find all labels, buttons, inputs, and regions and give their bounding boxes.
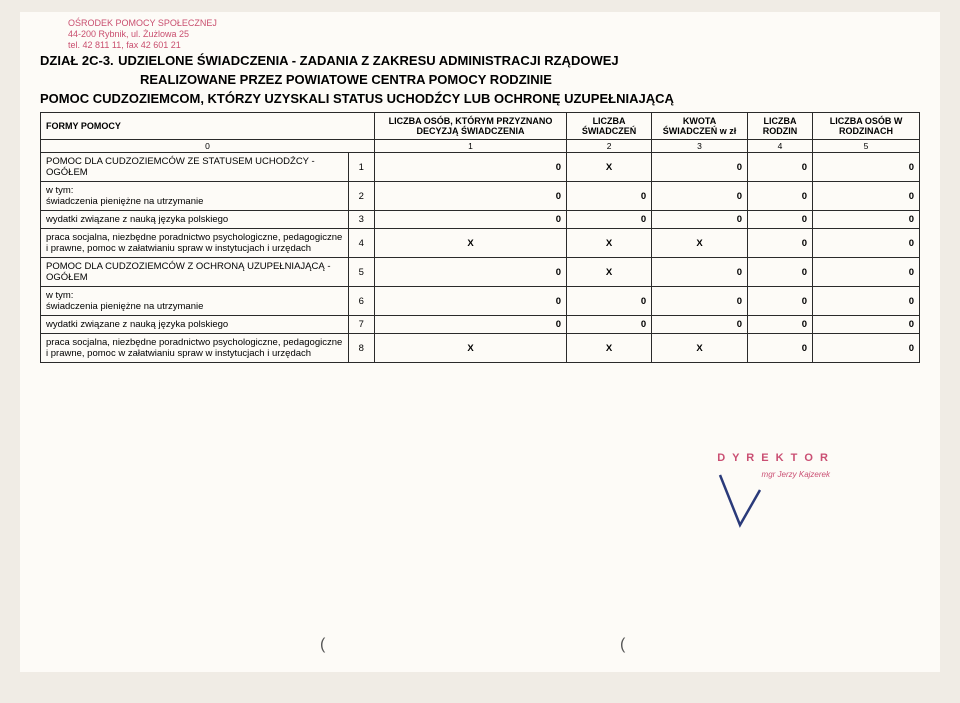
cell: 0 bbox=[567, 287, 652, 316]
header-row: FORMY POMOCY LICZBA OSÓB, KTÓRYM PRZYZNA… bbox=[41, 113, 920, 140]
section-title: UDZIELONE ŚWIADCZENIA - ZADANIA Z ZAKRES… bbox=[118, 53, 619, 68]
cell: 0 bbox=[375, 182, 567, 211]
row-label: w tym: świadczenia pieniężne na utrzyman… bbox=[41, 287, 349, 316]
idx-1: 1 bbox=[375, 140, 567, 153]
cell: 0 bbox=[813, 211, 920, 229]
cell: X bbox=[375, 334, 567, 363]
cell: X bbox=[652, 334, 748, 363]
office-stamp: OŚRODEK POMOCY SPOŁECZNEJ 44-200 Rybnik,… bbox=[68, 18, 920, 50]
table-body: POMOC DLA CUDZOZIEMCÓW ZE STATUSEM UCHOD… bbox=[41, 153, 920, 363]
cell: 0 bbox=[747, 334, 812, 363]
row-label: POMOC DLA CUDZOZIEMCÓW Z OCHRONĄ UZUPEŁN… bbox=[41, 258, 349, 287]
table-row: w tym: świadczenia pieniężne na utrzyman… bbox=[41, 287, 920, 316]
idx-0: 0 bbox=[41, 140, 375, 153]
cell: 0 bbox=[813, 316, 920, 334]
cell: 0 bbox=[652, 287, 748, 316]
row-label: praca socjalna, niezbędne poradnictwo ps… bbox=[41, 334, 349, 363]
col-kwota: KWOTA ŚWIADCZEŃ w zł bbox=[652, 113, 748, 140]
cell: 0 bbox=[813, 182, 920, 211]
cell: X bbox=[567, 258, 652, 287]
subtitle-2: POMOC CUDZOZIEMCOM, KTÓRZY UZYSKALI STAT… bbox=[40, 91, 920, 106]
cell: 0 bbox=[747, 287, 812, 316]
row-num: 6 bbox=[348, 287, 374, 316]
header-block: DZIAŁ 2C-3. UDZIELONE ŚWIADCZENIA - ZADA… bbox=[40, 52, 920, 106]
cell: 0 bbox=[652, 182, 748, 211]
page: OŚRODEK POMOCY SPOŁECZNEJ 44-200 Rybnik,… bbox=[20, 12, 940, 672]
row-label: wydatki związane z nauką języka polskieg… bbox=[41, 211, 349, 229]
row-num: 1 bbox=[348, 153, 374, 182]
table-row: w tym: świadczenia pieniężne na utrzyman… bbox=[41, 182, 920, 211]
col-liczba-osob-rodz: LICZBA OSÓB W RODZINACH bbox=[813, 113, 920, 140]
cell: X bbox=[567, 334, 652, 363]
table-row: praca socjalna, niezbędne poradnictwo ps… bbox=[41, 334, 920, 363]
row-label: w tym: świadczenia pieniężne na utrzyman… bbox=[41, 182, 349, 211]
row-label: praca socjalna, niezbędne poradnictwo ps… bbox=[41, 229, 349, 258]
cell: 0 bbox=[747, 182, 812, 211]
cell: 0 bbox=[375, 153, 567, 182]
cell: 0 bbox=[813, 229, 920, 258]
signature-block: D Y R E K T O R mgr Jerzy Kajzerek bbox=[690, 452, 830, 552]
cell: 0 bbox=[747, 211, 812, 229]
cell: 0 bbox=[813, 334, 920, 363]
cell: 0 bbox=[747, 153, 812, 182]
table-row: wydatki związane z nauką języka polskieg… bbox=[41, 316, 920, 334]
paren-right: ( bbox=[620, 636, 625, 654]
stamp-line3: tel. 42 811 11, fax 42 601 21 bbox=[68, 40, 920, 51]
row-num: 7 bbox=[348, 316, 374, 334]
cell: 0 bbox=[567, 182, 652, 211]
cell: 0 bbox=[375, 316, 567, 334]
cell: 0 bbox=[747, 258, 812, 287]
idx-3: 3 bbox=[652, 140, 748, 153]
col-liczba-swiadczen: LICZBA ŚWIADCZEŃ bbox=[567, 113, 652, 140]
cell: 0 bbox=[652, 153, 748, 182]
cell: X bbox=[567, 153, 652, 182]
col-liczba-rodzin: LICZBA RODZIN bbox=[747, 113, 812, 140]
table-row: POMOC DLA CUDZOZIEMCÓW Z OCHRONĄ UZUPEŁN… bbox=[41, 258, 920, 287]
row-label: POMOC DLA CUDZOZIEMCÓW ZE STATUSEM UCHOD… bbox=[41, 153, 349, 182]
cell: 0 bbox=[652, 258, 748, 287]
subtitle-1: REALIZOWANE PRZEZ POWIATOWE CENTRA POMOC… bbox=[140, 72, 920, 87]
cell: 0 bbox=[652, 316, 748, 334]
cell: 0 bbox=[747, 316, 812, 334]
paren-left: ( bbox=[320, 636, 325, 654]
cell: 0 bbox=[567, 211, 652, 229]
row-num: 8 bbox=[348, 334, 374, 363]
index-row: 0 1 2 3 4 5 bbox=[41, 140, 920, 153]
cell: 0 bbox=[813, 287, 920, 316]
cell: X bbox=[567, 229, 652, 258]
cell: 0 bbox=[375, 258, 567, 287]
cell: 0 bbox=[813, 258, 920, 287]
idx-5: 5 bbox=[813, 140, 920, 153]
table-row: POMOC DLA CUDZOZIEMCÓW ZE STATUSEM UCHOD… bbox=[41, 153, 920, 182]
cell: 0 bbox=[375, 211, 567, 229]
stamp-line2: 44-200 Rybnik, ul. Żużlowa 25 bbox=[68, 29, 920, 40]
row-num: 5 bbox=[348, 258, 374, 287]
stamp-line1: OŚRODEK POMOCY SPOŁECZNEJ bbox=[68, 18, 920, 29]
cell: X bbox=[375, 229, 567, 258]
cell: 0 bbox=[813, 153, 920, 182]
row-label: wydatki związane z nauką języka polskieg… bbox=[41, 316, 349, 334]
signature-mark-icon bbox=[710, 470, 770, 540]
cell: 0 bbox=[567, 316, 652, 334]
data-table: FORMY POMOCY LICZBA OSÓB, KTÓRYM PRZYZNA… bbox=[40, 112, 920, 363]
cell: 0 bbox=[747, 229, 812, 258]
row-num: 3 bbox=[348, 211, 374, 229]
signature-title: D Y R E K T O R bbox=[690, 452, 830, 464]
idx-4: 4 bbox=[747, 140, 812, 153]
cell: 0 bbox=[375, 287, 567, 316]
col-formy: FORMY POMOCY bbox=[41, 113, 375, 140]
col-liczba-osob: LICZBA OSÓB, KTÓRYM PRZYZNANO DECYZJĄ ŚW… bbox=[375, 113, 567, 140]
table-row: wydatki związane z nauką języka polskieg… bbox=[41, 211, 920, 229]
table-row: praca socjalna, niezbędne poradnictwo ps… bbox=[41, 229, 920, 258]
section-label: DZIAŁ 2C-3. bbox=[40, 53, 114, 68]
idx-2: 2 bbox=[567, 140, 652, 153]
cell: X bbox=[652, 229, 748, 258]
row-num: 4 bbox=[348, 229, 374, 258]
cell: 0 bbox=[652, 211, 748, 229]
row-num: 2 bbox=[348, 182, 374, 211]
